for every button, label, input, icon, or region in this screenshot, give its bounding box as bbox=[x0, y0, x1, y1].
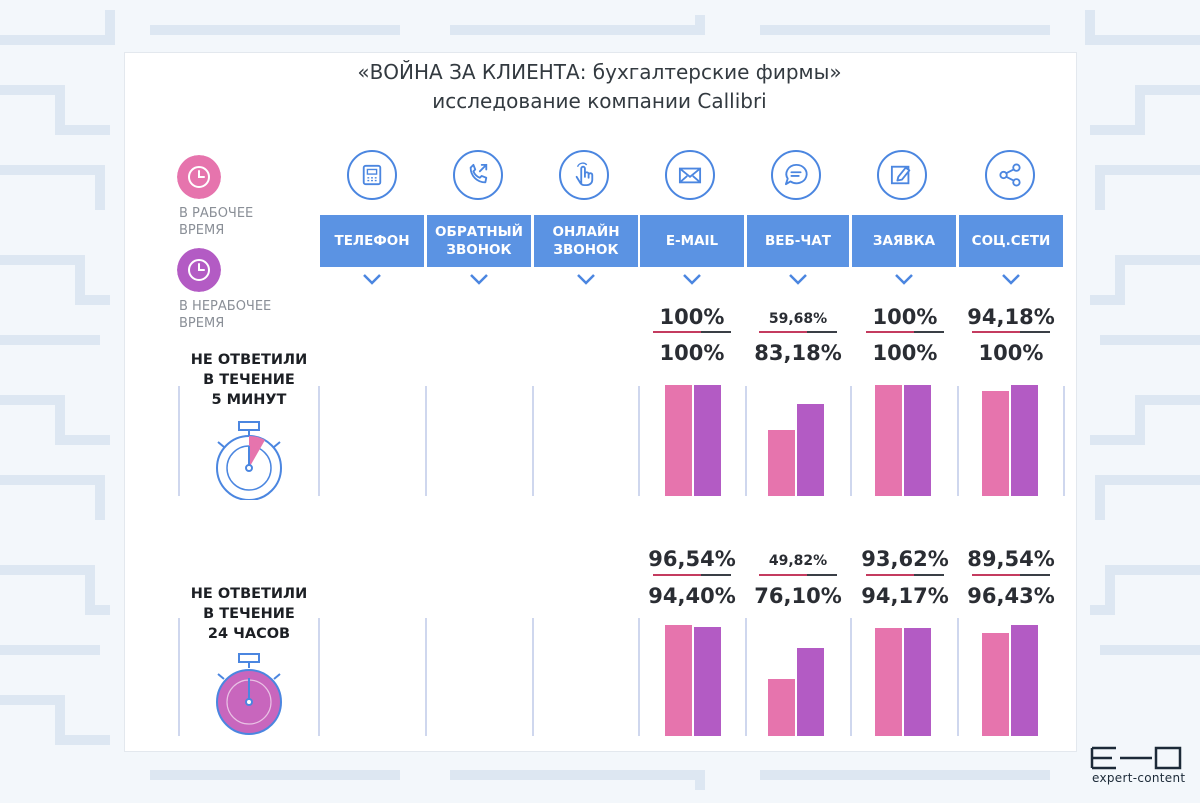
bar-off-5min-2 bbox=[904, 385, 931, 496]
label-divider bbox=[972, 331, 1050, 333]
bar-work-24h-3 bbox=[982, 633, 1009, 736]
chevron-down-icon bbox=[577, 274, 595, 285]
column-divider bbox=[318, 618, 320, 736]
channel-header-email: E-MAIL bbox=[640, 215, 744, 267]
chevron-down-icon bbox=[470, 274, 488, 285]
phone-icon bbox=[347, 150, 397, 200]
data-label-off: 100% bbox=[872, 341, 938, 365]
data-label-work: 96,54% bbox=[648, 547, 736, 571]
label-divider bbox=[866, 331, 944, 333]
data-label-off: 100% bbox=[659, 341, 725, 365]
label-divider bbox=[653, 574, 731, 576]
title-line-1: «ВОЙНА ЗА КЛИЕНТА: бухгалтерские фирмы» bbox=[357, 60, 842, 84]
label-divider bbox=[866, 574, 944, 576]
data-label-off: 83,18% bbox=[754, 341, 842, 365]
column-divider bbox=[425, 386, 427, 496]
data-label-work: 100% bbox=[659, 305, 725, 329]
brand-logo-icon bbox=[1090, 746, 1182, 770]
column-divider bbox=[532, 618, 534, 736]
chat-icon bbox=[771, 150, 821, 200]
callback-icon bbox=[453, 150, 503, 200]
data-label-work: 49,82% bbox=[768, 553, 828, 569]
column-divider bbox=[638, 618, 640, 736]
bar-work-5min-2 bbox=[875, 385, 902, 496]
work-time-clock-icon bbox=[177, 155, 221, 199]
column-divider bbox=[425, 618, 427, 736]
bar-off-24h-3 bbox=[1011, 625, 1038, 736]
column-divider bbox=[178, 386, 180, 496]
request-icon bbox=[877, 150, 927, 200]
bar-off-24h-1 bbox=[797, 648, 824, 736]
column-divider bbox=[532, 386, 534, 496]
bar-work-24h-1 bbox=[768, 679, 795, 736]
column-divider bbox=[178, 618, 180, 736]
data-label-work: 89,54% bbox=[967, 547, 1055, 571]
column-divider bbox=[957, 618, 959, 736]
column-divider bbox=[1063, 386, 1065, 496]
chevron-down-icon bbox=[363, 274, 381, 285]
online-call-icon bbox=[559, 150, 609, 200]
share-icon bbox=[985, 150, 1035, 200]
data-label-off: 96,43% bbox=[967, 584, 1055, 608]
bar-work-24h-0 bbox=[665, 625, 692, 736]
chevron-down-icon bbox=[895, 274, 913, 285]
stopwatch-24-hours-icon bbox=[216, 653, 282, 735]
data-label-off: 100% bbox=[978, 341, 1044, 365]
email-icon bbox=[665, 150, 715, 200]
legend-off-label: В НЕРАБОЧЕЕ ВРЕМЯ bbox=[179, 299, 272, 331]
data-label-off: 94,40% bbox=[648, 584, 736, 608]
label-divider bbox=[972, 574, 1050, 576]
section-5-minutes-label: НЕ ОТВЕТИЛИ В ТЕЧЕНИЕ 5 МИНУТ bbox=[190, 352, 308, 408]
bar-work-24h-2 bbox=[875, 628, 902, 736]
column-divider bbox=[850, 618, 852, 736]
title-line-2: исследование компании Callibri bbox=[432, 89, 767, 113]
bar-off-24h-0 bbox=[694, 627, 721, 736]
bar-work-5min-3 bbox=[982, 391, 1009, 496]
column-divider bbox=[318, 386, 320, 496]
column-divider bbox=[745, 386, 747, 496]
channel-header-web-chat: ВЕБ-ЧАТ bbox=[747, 215, 849, 267]
channel-header-phone: ТЕЛЕФОН bbox=[320, 215, 424, 267]
off-time-clock-icon bbox=[177, 248, 221, 292]
chevron-down-icon bbox=[1002, 274, 1020, 285]
stopwatch-5-minutes-icon bbox=[216, 421, 282, 500]
section-24-hours-label: НЕ ОТВЕТИЛИ В ТЕЧЕНИЕ 24 ЧАСОВ bbox=[190, 586, 308, 642]
label-divider bbox=[653, 331, 731, 333]
bar-off-5min-0 bbox=[694, 385, 721, 496]
column-divider bbox=[850, 386, 852, 496]
brand-name: expert-content bbox=[1092, 771, 1186, 785]
column-divider bbox=[957, 386, 959, 496]
column-divider bbox=[638, 386, 640, 496]
data-label-work: 93,62% bbox=[861, 547, 949, 571]
label-divider bbox=[759, 574, 837, 576]
bar-off-5min-3 bbox=[1011, 385, 1038, 496]
bar-off-24h-2 bbox=[904, 628, 931, 736]
data-label-work: 59,68% bbox=[768, 311, 828, 327]
column-divider bbox=[745, 618, 747, 736]
bar-off-5min-1 bbox=[797, 404, 824, 496]
channel-header-request: ЗАЯВКА bbox=[852, 215, 956, 267]
data-label-off: 94,17% bbox=[861, 584, 949, 608]
chevron-down-icon bbox=[789, 274, 807, 285]
legend-work-label: В РАБОЧЕЕ ВРЕМЯ bbox=[179, 206, 254, 238]
channel-header-callback: ОБРАТНЫЙ ЗВОНОК bbox=[427, 215, 531, 267]
page-title: «ВОЙНА ЗА КЛИЕНТА: бухгалтерские фирмы» … bbox=[124, 58, 1075, 116]
label-divider bbox=[759, 331, 837, 333]
data-label-work: 94,18% bbox=[967, 305, 1055, 329]
chevron-down-icon bbox=[683, 274, 701, 285]
bar-work-5min-0 bbox=[665, 385, 692, 496]
data-label-work: 100% bbox=[872, 305, 938, 329]
bar-work-5min-1 bbox=[768, 430, 795, 496]
channel-header-online-call: ОНЛАЙН ЗВОНОК bbox=[534, 215, 638, 267]
data-label-off: 76,10% bbox=[754, 584, 842, 608]
channel-header-social: СОЦ.СЕТИ bbox=[959, 215, 1063, 267]
